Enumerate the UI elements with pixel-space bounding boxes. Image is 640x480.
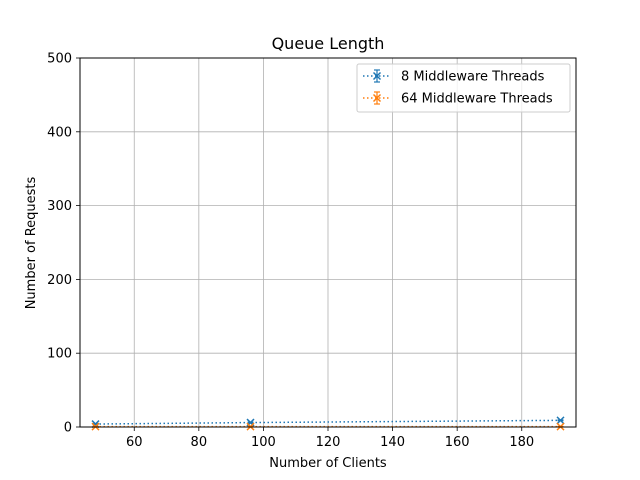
y-tick-label: 100 bbox=[47, 347, 72, 362]
data-point bbox=[556, 416, 565, 425]
legend-item: 64 Middleware Threads bbox=[363, 91, 553, 107]
x-tick-label: 80 bbox=[191, 435, 208, 450]
y-tick-label: 400 bbox=[47, 125, 72, 140]
x-tick-label: 60 bbox=[126, 435, 143, 450]
chart-title: Queue Length bbox=[272, 34, 385, 53]
y-tick-label: 0 bbox=[64, 421, 72, 436]
x-tick-label: 120 bbox=[316, 435, 341, 450]
x-axis-label: Number of Clients bbox=[269, 456, 387, 471]
legend-item: 8 Middleware Threads bbox=[363, 69, 545, 85]
y-tick-label: 200 bbox=[47, 273, 72, 288]
legend-label: 64 Middleware Threads bbox=[401, 92, 553, 107]
x-tick-label: 140 bbox=[380, 435, 405, 450]
legend-marker bbox=[372, 93, 382, 103]
series-layer bbox=[91, 416, 565, 431]
x-tick-label: 180 bbox=[509, 435, 534, 450]
y-axis-label: Number of Requests bbox=[24, 176, 39, 309]
x-tick-label: 100 bbox=[251, 435, 276, 450]
legend-box bbox=[356, 63, 571, 113]
x-tick-label: 160 bbox=[445, 435, 470, 450]
y-tick-label: 300 bbox=[47, 199, 72, 214]
grid-layer bbox=[80, 57, 576, 428]
legend: 8 Middleware Threads 64 Middleware Thread… bbox=[356, 63, 571, 113]
legend-label: 8 Middleware Threads bbox=[401, 70, 545, 85]
legend-marker bbox=[372, 71, 382, 81]
tick-layer: 60 80 100 120 140 160 180 0 100 200 300 400 500 bbox=[47, 52, 534, 451]
y-tick-label: 500 bbox=[47, 52, 72, 67]
